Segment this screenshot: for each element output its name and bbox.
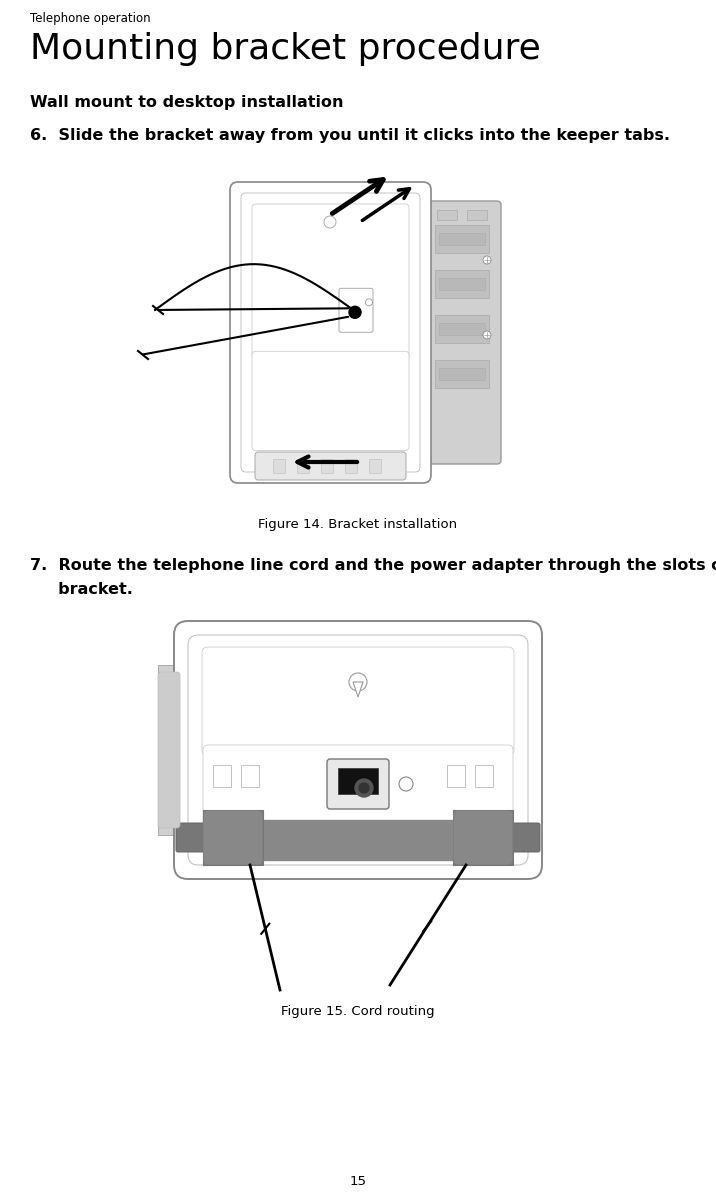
Circle shape: [355, 779, 373, 797]
Text: Figure 14. Bracket installation: Figure 14. Bracket installation: [258, 518, 458, 531]
Text: bracket.: bracket.: [30, 582, 133, 597]
Bar: [439, 233, 485, 245]
FancyBboxPatch shape: [454, 811, 512, 864]
Text: 6.  Slide the bracket away from you until it clicks into the keeper tabs.: 6. Slide the bracket away from you until…: [30, 128, 670, 143]
Text: 15: 15: [349, 1175, 367, 1188]
FancyBboxPatch shape: [252, 351, 409, 451]
FancyBboxPatch shape: [423, 201, 501, 464]
Bar: [475, 765, 493, 787]
FancyBboxPatch shape: [252, 204, 409, 360]
Circle shape: [349, 306, 361, 318]
Bar: [439, 368, 485, 380]
Bar: [158, 665, 180, 835]
Bar: [273, 459, 285, 472]
Bar: [321, 459, 333, 472]
FancyBboxPatch shape: [204, 811, 262, 864]
FancyBboxPatch shape: [230, 182, 431, 483]
Circle shape: [349, 673, 367, 691]
FancyBboxPatch shape: [188, 635, 528, 864]
Circle shape: [399, 777, 413, 791]
Bar: [437, 210, 457, 219]
Text: Wall mount to desktop installation: Wall mount to desktop installation: [30, 95, 344, 110]
FancyBboxPatch shape: [174, 621, 542, 879]
Bar: [241, 765, 259, 787]
Bar: [223, 820, 493, 860]
Polygon shape: [353, 682, 363, 697]
Circle shape: [324, 216, 336, 228]
Bar: [369, 459, 381, 472]
Bar: [435, 270, 489, 299]
Text: Telephone operation: Telephone operation: [30, 12, 150, 25]
FancyBboxPatch shape: [506, 823, 540, 852]
Circle shape: [483, 331, 491, 339]
FancyBboxPatch shape: [203, 745, 513, 838]
Bar: [435, 315, 489, 343]
FancyBboxPatch shape: [339, 288, 373, 332]
Bar: [453, 811, 513, 864]
Bar: [447, 765, 465, 787]
Circle shape: [365, 299, 372, 306]
FancyBboxPatch shape: [327, 759, 389, 809]
Bar: [439, 278, 485, 290]
Bar: [345, 459, 357, 472]
Bar: [213, 765, 231, 787]
Circle shape: [359, 783, 369, 793]
Bar: [439, 323, 485, 335]
Text: Figure 15. Cord routing: Figure 15. Cord routing: [281, 1005, 435, 1018]
Text: 7.  Route the telephone line cord and the power adapter through the slots on the: 7. Route the telephone line cord and the…: [30, 558, 716, 573]
Bar: [297, 459, 309, 472]
FancyBboxPatch shape: [176, 823, 210, 852]
Bar: [467, 210, 487, 219]
Bar: [203, 811, 263, 864]
Bar: [435, 225, 489, 253]
Circle shape: [483, 257, 491, 264]
Bar: [435, 360, 489, 388]
Text: Mounting bracket procedure: Mounting bracket procedure: [30, 32, 541, 66]
FancyBboxPatch shape: [255, 452, 406, 480]
FancyBboxPatch shape: [241, 193, 420, 472]
FancyBboxPatch shape: [158, 671, 180, 829]
FancyBboxPatch shape: [202, 647, 514, 755]
Bar: [338, 769, 378, 794]
